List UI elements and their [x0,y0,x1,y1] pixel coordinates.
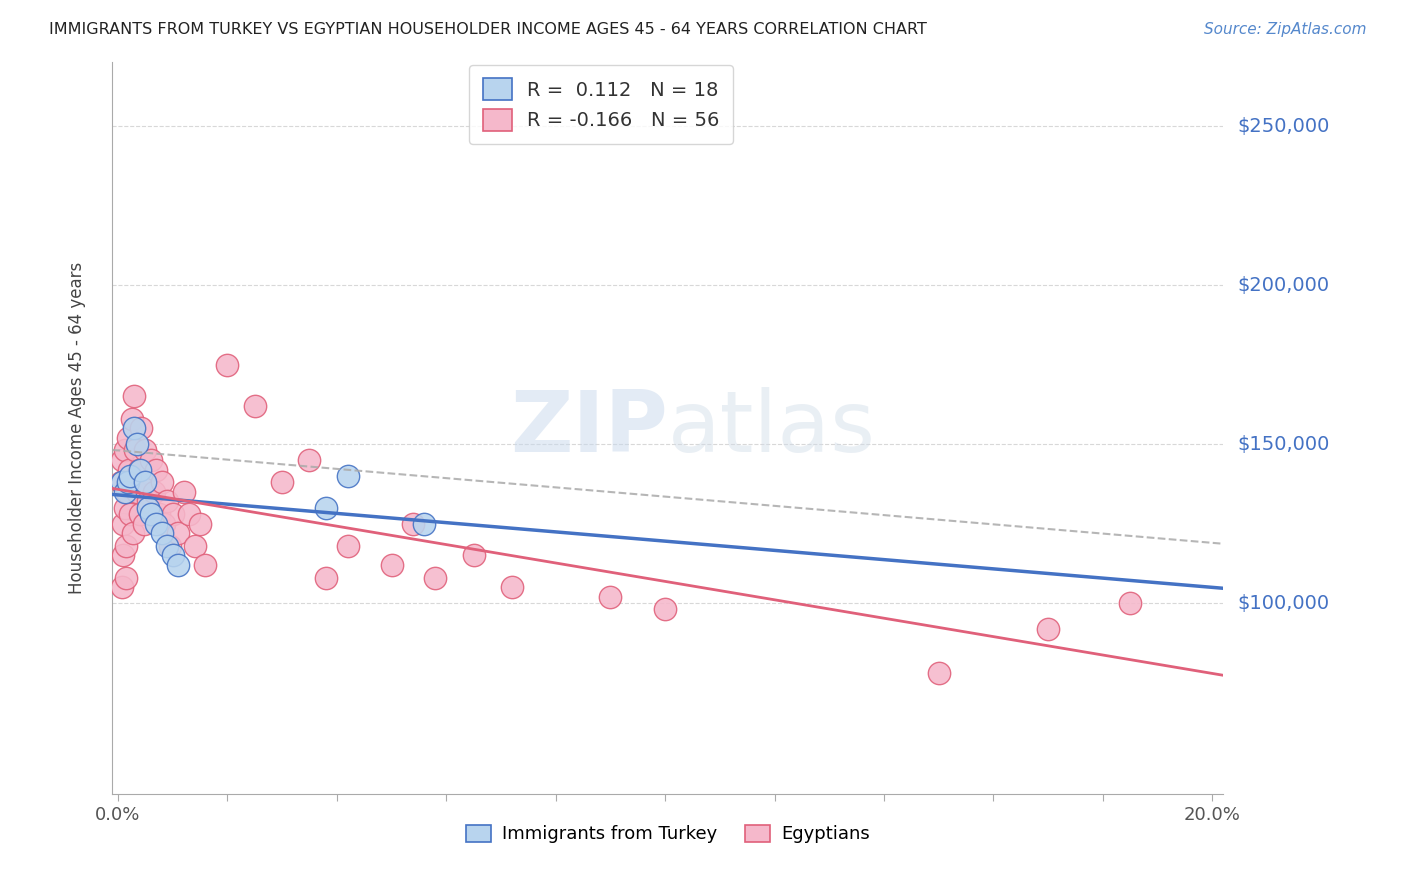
Point [134,475,156,490]
Text: IMMIGRANTS FROM TURKEY VS EGYPTIAN HOUSEHOLDER INCOME AGES 45 - 64 YEARS CORRELA: IMMIGRANTS FROM TURKEY VS EGYPTIAN HOUSE… [49,22,927,37]
Point [118,462,141,476]
Point [114,443,136,458]
Point [156,539,179,553]
Point [148,507,170,521]
Text: ZIP: ZIP [510,386,668,470]
Point [111,475,134,490]
Point [124,421,146,435]
Point [599,590,621,604]
Point [1036,622,1059,636]
Point [194,558,217,572]
Point [127,437,149,451]
Point [177,507,200,521]
Point [134,443,156,458]
Point [162,549,184,563]
Point [315,500,337,515]
Point [128,507,150,521]
Point [153,516,176,531]
Point [136,500,159,515]
Point [654,602,676,616]
Point [111,580,134,594]
Point [315,571,337,585]
Legend: Immigrants from Turkey, Egyptians: Immigrants from Turkey, Egyptians [458,817,877,851]
Point [114,484,136,499]
Text: Source: ZipAtlas.com: Source: ZipAtlas.com [1204,22,1367,37]
Point [115,571,138,585]
Point [1119,596,1142,610]
Point [117,431,139,445]
Point [243,399,266,413]
Point [115,484,138,499]
Point [128,462,150,476]
Point [142,484,165,499]
Point [112,549,135,563]
Point [124,389,146,403]
Point [117,475,139,490]
Point [114,539,136,553]
Point [463,549,485,563]
Point [380,558,402,572]
Point [336,468,359,483]
Point [110,475,132,490]
Point [111,453,134,467]
Point [183,539,205,553]
Point [127,484,149,499]
Point [111,516,134,531]
Point [150,475,173,490]
Point [167,558,190,572]
Point [122,526,145,541]
Point [139,507,162,521]
Point [159,539,181,553]
Point [118,507,141,521]
Point [128,462,150,476]
Point [928,666,950,681]
Point [501,580,523,594]
Text: $150,000: $150,000 [1237,434,1330,453]
Point [162,507,184,521]
Point [271,475,294,490]
Point [425,571,447,585]
Point [124,443,146,458]
Point [188,516,211,531]
Point [156,494,179,508]
Point [167,526,190,541]
Point [145,462,167,476]
Point [298,453,321,467]
Point [336,539,359,553]
Text: atlas: atlas [668,386,876,470]
Point [145,516,167,531]
Point [118,468,141,483]
Point [114,500,136,515]
Text: $250,000: $250,000 [1237,117,1330,136]
Point [121,411,143,425]
Point [129,421,152,435]
Point [217,358,239,372]
Y-axis label: Householder Income Ages 45 - 64 years: Householder Income Ages 45 - 64 years [67,262,86,594]
Point [134,516,156,531]
Text: $100,000: $100,000 [1237,593,1329,613]
Text: $200,000: $200,000 [1237,276,1329,294]
Point [131,475,153,490]
Point [402,516,425,531]
Point [150,526,173,541]
Point [413,516,436,531]
Point [173,484,195,499]
Point [136,494,159,508]
Point [139,453,162,467]
